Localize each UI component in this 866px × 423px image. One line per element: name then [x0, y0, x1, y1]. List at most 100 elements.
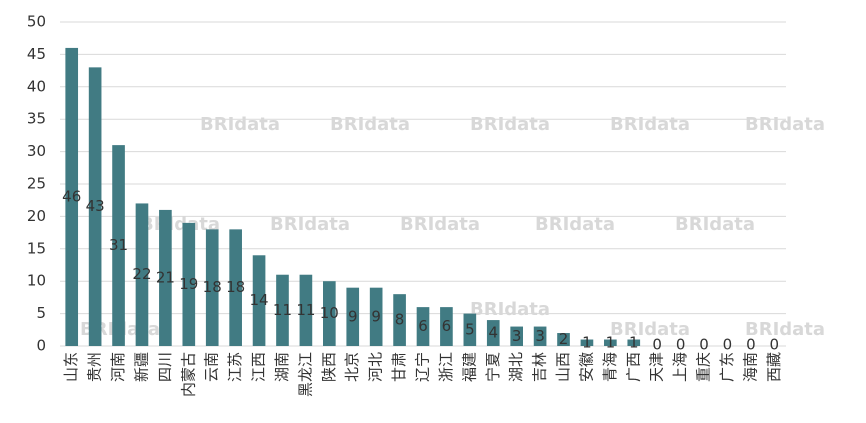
- x-tick-label: 云南: [203, 352, 221, 382]
- bar: [65, 47, 79, 347]
- x-tick-label: 内蒙古: [179, 352, 197, 397]
- data-label: 8: [395, 311, 405, 329]
- bar: [229, 229, 242, 346]
- data-label: 21: [156, 268, 175, 286]
- watermark: BRIdata: [470, 299, 550, 320]
- bar: [604, 339, 617, 346]
- watermark: BRIdata: [400, 214, 480, 235]
- x-tick-label: 北京: [343, 352, 361, 382]
- y-tick-label: 30: [27, 142, 46, 160]
- bar: [510, 326, 524, 346]
- bar: [416, 307, 430, 346]
- data-label: 31: [109, 236, 128, 254]
- y-tick-label: 50: [27, 13, 46, 31]
- x-tick-label: 广东: [718, 352, 736, 382]
- data-label: 5: [465, 320, 475, 338]
- x-tick-label: 安徽: [577, 352, 595, 382]
- data-label: 11: [296, 301, 315, 319]
- data-label: 2: [559, 330, 569, 348]
- data-label: 9: [371, 307, 381, 325]
- x-tick-label: 湖南: [273, 352, 291, 382]
- bar: [276, 274, 289, 346]
- x-tick-label: 陕西: [320, 352, 338, 382]
- x-tick-label: 天津: [648, 352, 666, 382]
- y-tick-label: 15: [27, 239, 46, 257]
- bar: [580, 339, 594, 346]
- x-tick-label: 河南: [109, 352, 127, 382]
- watermark: BRIdata: [470, 114, 550, 135]
- data-label: 0: [746, 336, 756, 354]
- x-tick-label: 四川: [156, 352, 174, 382]
- data-label: 1: [606, 333, 616, 351]
- watermark: BRIdata: [745, 114, 825, 135]
- watermark: BRIdata: [745, 319, 825, 340]
- watermark: BRIdata: [675, 214, 755, 235]
- x-tick-label: 辽宁: [414, 352, 432, 382]
- data-label: 22: [132, 265, 151, 283]
- x-tick-label: 福建: [460, 352, 478, 382]
- data-label: 19: [179, 275, 198, 293]
- bar: [88, 67, 102, 347]
- data-label: 3: [512, 327, 522, 345]
- x-tick-label: 海南: [741, 352, 759, 382]
- x-tick-label: 浙江: [437, 352, 455, 382]
- x-tick-label: 新疆: [132, 352, 150, 382]
- data-label: 4: [488, 324, 498, 342]
- bar: [627, 339, 641, 346]
- y-tick-label: 25: [27, 175, 46, 193]
- bar: [463, 313, 477, 346]
- data-label: 14: [250, 291, 269, 309]
- y-tick-label: 5: [36, 304, 46, 322]
- bar: [159, 209, 172, 346]
- y-tick-label: 0: [36, 337, 46, 355]
- data-label: 10: [320, 304, 339, 322]
- data-label: 6: [418, 317, 428, 335]
- x-tick-label: 江西: [250, 352, 268, 382]
- x-tick-label: 山东: [62, 352, 80, 382]
- bar: [205, 229, 219, 346]
- y-tick-label: 45: [27, 45, 46, 63]
- bar: [182, 222, 196, 346]
- bar: [369, 287, 383, 346]
- x-tick-label: 黑龙江: [296, 352, 314, 397]
- bar: [346, 287, 360, 346]
- data-label: 18: [226, 278, 245, 296]
- data-label: 0: [699, 336, 709, 354]
- x-tick-label: 重庆: [695, 352, 713, 382]
- data-label: 11: [273, 301, 292, 319]
- data-label: 6: [442, 317, 452, 335]
- bar: [486, 320, 500, 346]
- x-tick-label: 河北: [367, 352, 385, 382]
- watermark: BRIdata: [200, 114, 280, 135]
- data-label: 0: [723, 336, 733, 354]
- watermark: BRIdata: [610, 114, 690, 135]
- data-label: 0: [652, 336, 662, 354]
- y-tick-label: 20: [27, 207, 46, 225]
- data-label: 18: [203, 278, 222, 296]
- x-tick-label: 宁夏: [484, 352, 502, 382]
- x-tick-label: 江苏: [226, 352, 244, 382]
- data-label: 9: [348, 307, 358, 325]
- data-label: 0: [770, 336, 780, 354]
- bar: [112, 145, 125, 346]
- data-label: 1: [582, 333, 592, 351]
- bar: [322, 281, 336, 346]
- x-tick-label: 西藏: [765, 352, 783, 382]
- data-label: 3: [535, 327, 545, 345]
- watermark: BRIdata: [270, 214, 350, 235]
- x-tick-label: 湖北: [507, 352, 525, 382]
- bar: [440, 307, 453, 346]
- bar: [557, 333, 570, 346]
- y-tick-label: 35: [27, 110, 46, 128]
- x-tick-label: 青海: [601, 352, 619, 382]
- x-tick-label: 山西: [554, 352, 572, 382]
- x-tick-label: 吉林: [531, 352, 549, 382]
- watermark: BRIdata: [535, 214, 615, 235]
- x-tick-label: 上海: [671, 352, 689, 382]
- x-tick-label: 甘肃: [390, 352, 408, 382]
- data-label: 43: [86, 197, 105, 215]
- bar: [135, 203, 149, 346]
- y-tick-label: 40: [27, 77, 46, 95]
- bar: [393, 294, 406, 346]
